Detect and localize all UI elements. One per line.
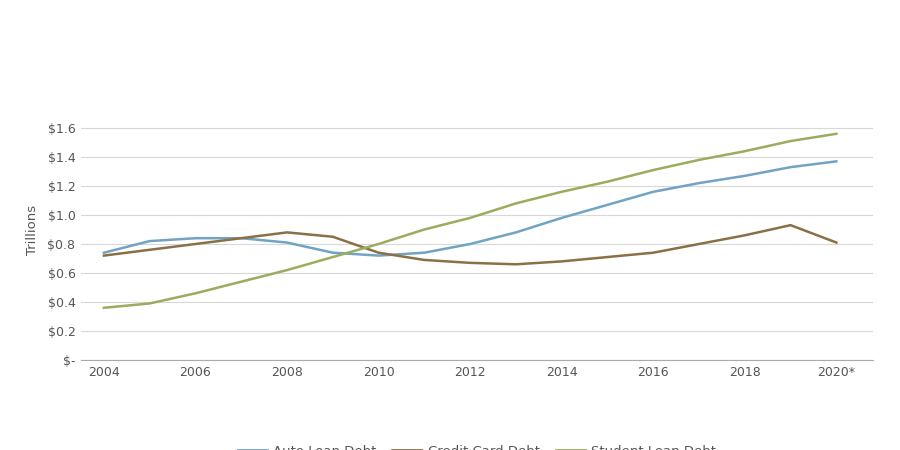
Student Loan Debt (374, 241, 384, 247)
Credit Card Debt (602, 254, 613, 260)
Student Loan Debt (694, 157, 705, 162)
Student Loan Debt (785, 138, 796, 144)
Auto Loan Debt (648, 189, 659, 194)
Auto Loan Debt (694, 180, 705, 186)
Auto Loan Debt (98, 250, 109, 256)
Credit Card Debt (98, 253, 109, 258)
Credit Card Debt (236, 235, 247, 241)
Auto Loan Debt (236, 235, 247, 241)
Auto Loan Debt (464, 241, 475, 247)
Line: Auto Loan Debt: Auto Loan Debt (104, 162, 836, 256)
Student Loan Debt (282, 267, 292, 273)
Credit Card Debt (328, 234, 338, 239)
Credit Card Debt (282, 230, 292, 235)
Auto Loan Debt (328, 250, 338, 256)
Line: Student Loan Debt: Student Loan Debt (104, 134, 836, 308)
Auto Loan Debt (785, 164, 796, 170)
Y-axis label: Trillions: Trillions (26, 204, 39, 255)
Credit Card Debt (419, 257, 430, 263)
Student Loan Debt (831, 131, 842, 136)
Student Loan Debt (144, 301, 155, 306)
Auto Loan Debt (419, 250, 430, 256)
Student Loan Debt (98, 305, 109, 310)
Student Loan Debt (648, 167, 659, 173)
Credit Card Debt (464, 260, 475, 265)
Student Loan Debt (740, 148, 751, 154)
Legend: Auto Loan Debt, Credit Card Debt, Student Loan Debt: Auto Loan Debt, Credit Card Debt, Studen… (232, 440, 722, 450)
Credit Card Debt (831, 240, 842, 245)
Auto Loan Debt (144, 238, 155, 244)
Student Loan Debt (328, 254, 338, 260)
Credit Card Debt (556, 259, 567, 264)
Credit Card Debt (740, 233, 751, 238)
Credit Card Debt (785, 222, 796, 228)
Student Loan Debt (602, 179, 613, 184)
Auto Loan Debt (602, 202, 613, 207)
Credit Card Debt (190, 241, 201, 247)
Line: Credit Card Debt: Credit Card Debt (104, 225, 836, 264)
Credit Card Debt (648, 250, 659, 256)
Auto Loan Debt (831, 159, 842, 164)
Student Loan Debt (419, 227, 430, 232)
Auto Loan Debt (510, 230, 521, 235)
Student Loan Debt (190, 291, 201, 296)
Auto Loan Debt (740, 173, 751, 179)
Auto Loan Debt (374, 253, 384, 258)
Credit Card Debt (510, 261, 521, 267)
Student Loan Debt (556, 189, 567, 194)
Auto Loan Debt (556, 215, 567, 220)
Student Loan Debt (510, 201, 521, 206)
Student Loan Debt (464, 215, 475, 220)
Credit Card Debt (144, 247, 155, 252)
Student Loan Debt (236, 279, 247, 284)
Auto Loan Debt (282, 240, 292, 245)
Auto Loan Debt (190, 235, 201, 241)
Credit Card Debt (694, 241, 705, 247)
Credit Card Debt (374, 250, 384, 256)
